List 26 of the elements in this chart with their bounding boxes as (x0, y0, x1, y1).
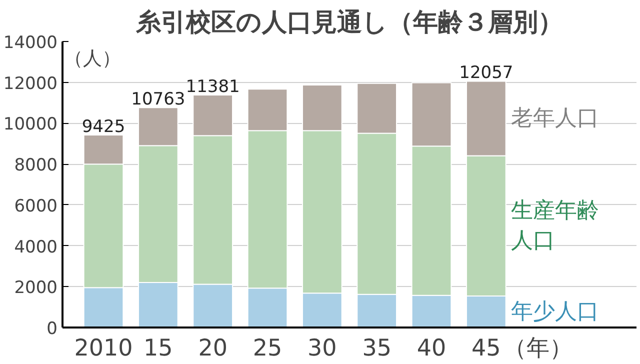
x-tick-label: 30 (308, 336, 337, 362)
x-tick-label: 45 (472, 336, 501, 362)
total-label: 12057 (459, 63, 514, 84)
y-tick-label: 2000 (14, 278, 58, 298)
y-tick-label: 8000 (14, 156, 58, 176)
series-label: 老年人口 (510, 106, 599, 131)
total-label: 10763 (131, 90, 186, 110)
y-tick-label: 4000 (14, 237, 58, 258)
x-axis-title: （年） (504, 336, 573, 362)
x-tick-label: 2010 (74, 336, 133, 362)
x-tick-label: 20 (198, 336, 228, 362)
series-label: 生産年齢人口 (510, 198, 599, 254)
chart-title: 糸引校区の人口見通し（年齢３層別） (135, 8, 563, 36)
y-tick-label: 12000 (3, 74, 58, 94)
series-label: 年少人口 (510, 299, 599, 324)
total-label: 11381 (186, 77, 240, 97)
total-label: 9425 (82, 116, 126, 137)
x-tick-label: 40 (416, 336, 446, 362)
y-tick-label: 0 (46, 319, 58, 339)
y-axis-title: （人） (64, 48, 122, 70)
x-tick-label: 25 (252, 336, 282, 362)
y-tick-label: 10000 (3, 114, 58, 135)
y-tick-label: 6000 (14, 196, 58, 216)
y-tick-label: 14000 (3, 33, 58, 53)
x-tick-label: 35 (362, 336, 392, 362)
x-tick-label: 15 (144, 336, 173, 362)
